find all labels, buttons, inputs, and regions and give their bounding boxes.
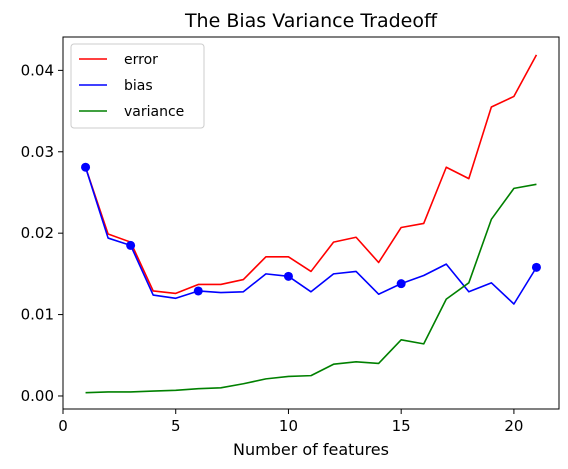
bias-marker-point <box>126 240 136 250</box>
legend-label-variance: variance <box>124 104 184 120</box>
axes: 0 5 10 15 20 0.00 0.01 0.02 0.03 0.04 <box>21 36 560 435</box>
plot-frame <box>62 36 560 410</box>
x-tick-label: 20 <box>504 417 523 435</box>
x-tick-label: 10 <box>279 417 298 435</box>
y-tick-label: 0.02 <box>21 224 54 242</box>
bias-marker-point <box>81 162 91 172</box>
series-line-error <box>84 54 538 295</box>
legend: error bias variance <box>70 43 205 129</box>
legend-label-bias: bias <box>124 78 153 94</box>
bias-marker-point <box>396 279 406 289</box>
y-tick-label: 0.04 <box>21 61 54 79</box>
bias-marker-point <box>531 262 541 272</box>
series-line-bias <box>84 166 538 305</box>
legend-box <box>70 43 205 129</box>
bias-marker-point <box>283 271 293 281</box>
y-tick-label: 0.00 <box>21 387 54 405</box>
chart-title: The Bias Variance Tradeoff <box>184 10 438 32</box>
series-line-variance <box>85 183 537 394</box>
x-axis-title: Number of features <box>233 440 389 459</box>
plot-area <box>81 54 541 394</box>
x-tick-label: 15 <box>392 417 411 435</box>
x-tick-label: 5 <box>171 417 181 435</box>
y-tick-label: 0.03 <box>21 143 54 161</box>
bias-marker-point <box>193 286 203 296</box>
legend-label-error: error <box>124 52 158 68</box>
x-tick-label: 0 <box>58 417 68 435</box>
y-tick-label: 0.01 <box>21 306 54 324</box>
